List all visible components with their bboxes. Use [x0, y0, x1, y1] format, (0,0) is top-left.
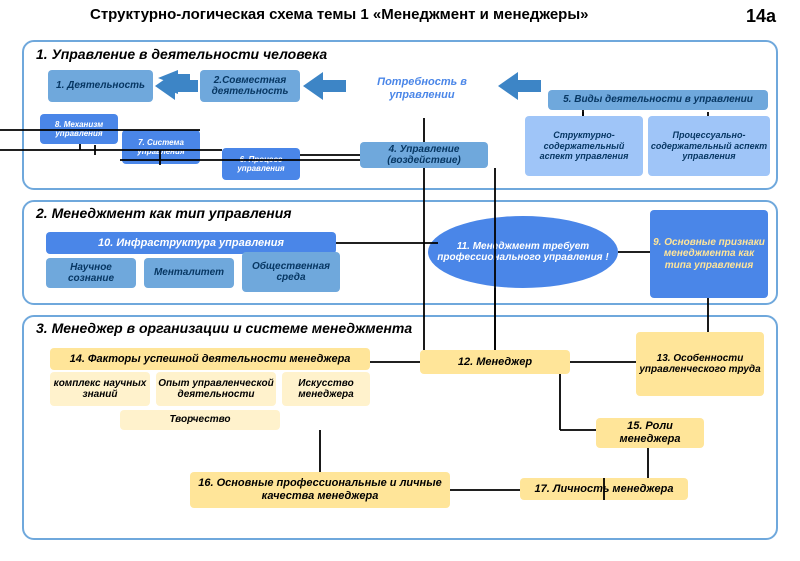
box-14-sub1: комплекс научных знаний — [50, 372, 150, 406]
box-aspect1: Структурно-содержательный аспект управле… — [525, 116, 643, 176]
box-17: 17. Личность менеджера — [520, 478, 688, 500]
ellipse-need: Потребность в управлении — [352, 60, 492, 118]
box-4: 4. Управление (воздействие) — [360, 142, 488, 168]
section3-label: 3. Менеджер в организации и системе мене… — [36, 320, 412, 336]
box-10-sub2: Менталитет — [144, 258, 234, 288]
box-14-sub4: Творчество — [120, 410, 280, 430]
section1-label: 1. Управление в деятельности человека — [36, 46, 327, 62]
box-14-sub2: Опыт управленческой деятельности — [156, 372, 276, 406]
box-10-sub3: Общественная среда — [242, 252, 340, 292]
box-13: 13. Особенности управленческого труда — [636, 332, 764, 396]
main-title: Структурно-логическая схема темы 1 «Мене… — [90, 6, 589, 27]
box-14: 14. Факторы успешной деятельности менедж… — [50, 348, 370, 370]
page-number: 14а — [746, 6, 776, 27]
box-5: 5. Виды деятельности в управлении — [548, 90, 768, 110]
box-1: 1. Деятельность — [48, 70, 153, 102]
box-10: 10. Инфраструктура управления — [46, 232, 336, 254]
box-15: 15. Роли менеджера — [596, 418, 704, 448]
box-9: 9. Основные признаки менеджмента как тип… — [650, 210, 768, 298]
box-8: 8. Механизм управления — [40, 114, 118, 144]
box-aspect2: Процессуально-содержательный аспект упра… — [648, 116, 770, 176]
box-16: 16. Основные профессиональные и личные к… — [190, 472, 450, 508]
box-12: 12. Менеджер — [420, 350, 570, 374]
box-14-sub3: Искусство менеджера — [282, 372, 370, 406]
box-10-sub1: Научное сознание — [46, 258, 136, 288]
box-6: 6. Процесс управления — [222, 148, 300, 180]
box-7: 7. Система управления — [122, 130, 200, 164]
box-2: 2.Совместная деятельность — [200, 70, 300, 102]
ellipse-11: 11. Менеджмент требует профессионального… — [428, 216, 618, 288]
section2-label: 2. Менеджмент как тип управления — [36, 205, 292, 221]
